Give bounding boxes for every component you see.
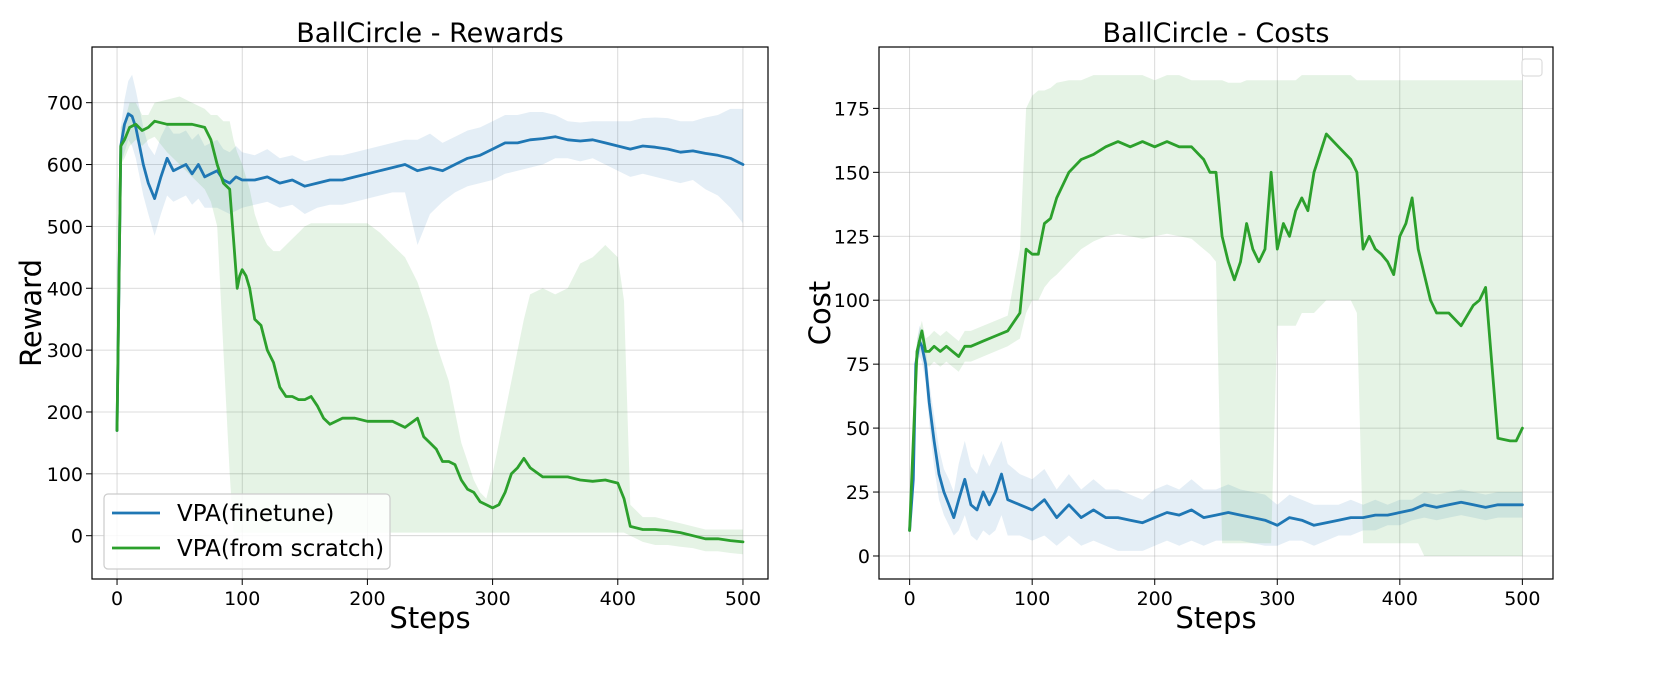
- costs-y-tick-label: 150: [834, 162, 870, 184]
- costs-x-ticks: 0 100 200 300 400 500: [904, 579, 1540, 610]
- rewards-y-tick-label: 100: [47, 464, 83, 486]
- rewards-x-tick-label: 100: [224, 588, 260, 610]
- rewards-x-tick-label: 0: [111, 588, 123, 610]
- rewards-y-tick-label: 600: [47, 155, 83, 177]
- costs-line-scratch: [908, 132, 1524, 532]
- costs-band-finetune: [909, 325, 1523, 551]
- costs-x-tick-label: 200: [1137, 588, 1173, 610]
- costs-y-tick-label: 25: [846, 482, 870, 504]
- costs-x-tick-label: 500: [1504, 588, 1540, 610]
- costs-y-tick-label: 50: [846, 418, 870, 440]
- costs-y-ticks: 0 25 50 75 100 125 150 175: [834, 98, 879, 568]
- costs-x-tick-label: 400: [1382, 588, 1418, 610]
- rewards-legend: VPA(finetune) VPA(from scratch): [103, 493, 391, 570]
- costs-x-axis-label: Steps: [1175, 601, 1256, 635]
- costs-y-tick-label: 125: [834, 226, 870, 248]
- costs-line-finetune: [908, 339, 1524, 532]
- rewards-lines: [115, 112, 745, 544]
- costs-chart: BallCircle - Costs 0 100 200 300 400 500 0 25 5…: [803, 18, 1554, 635]
- costs-empty-legend: [1521, 58, 1543, 77]
- costs-y-tick-label: 100: [834, 290, 870, 312]
- rewards-x-tick-label: 300: [474, 588, 510, 610]
- rewards-line-scratch: [115, 119, 745, 544]
- rewards-x-axis-label: Steps: [389, 601, 470, 635]
- rewards-chart: BallCircle - Rewards 0 100 200 300 400 500 0 1…: [14, 18, 769, 635]
- rewards-grid: [92, 47, 768, 579]
- costs-chart-title: BallCircle - Costs: [1103, 18, 1330, 49]
- costs-y-tick-label: 0: [858, 546, 870, 568]
- rewards-x-tick-label: 400: [600, 588, 636, 610]
- rewards-line-finetune: [115, 112, 745, 432]
- rewards-band-finetune: [117, 74, 743, 434]
- rewards-y-tick-label: 200: [47, 402, 83, 424]
- costs-y-tick-label: 75: [846, 354, 870, 376]
- rewards-x-tick-label: 500: [725, 588, 761, 610]
- costs-band-scratch: [909, 75, 1523, 556]
- costs-lines: [908, 132, 1524, 532]
- rewards-plot-frame: [91, 46, 769, 580]
- costs-bands: [909, 75, 1523, 556]
- rewards-y-tick-label: 300: [47, 340, 83, 362]
- rewards-x-ticks: 0 100 200 300 400 500: [111, 579, 761, 610]
- costs-x-tick-label: 300: [1259, 588, 1295, 610]
- legend-label-finetune: VPA(finetune): [177, 501, 334, 527]
- costs-plot-frame: [878, 46, 1554, 580]
- legend-box: [103, 493, 391, 570]
- rewards-y-axis-label: Reward: [14, 259, 48, 367]
- rewards-y-ticks: 0 100 200 300 400 500 600 700: [47, 93, 92, 548]
- rewards-bands: [117, 74, 743, 555]
- costs-x-tick-label: 100: [1014, 588, 1050, 610]
- costs-y-tick-label: 175: [834, 98, 870, 120]
- rewards-y-tick-label: 400: [47, 278, 83, 300]
- costs-y-axis-label: Cost: [803, 281, 837, 345]
- legend-label-scratch: VPA(from scratch): [177, 536, 384, 562]
- rewards-x-tick-label: 200: [349, 588, 385, 610]
- rewards-chart-title: BallCircle - Rewards: [296, 18, 563, 49]
- rewards-y-tick-label: 0: [71, 526, 83, 548]
- rewards-y-tick-label: 700: [47, 93, 83, 115]
- rewards-y-tick-label: 500: [47, 216, 83, 238]
- costs-x-tick-label: 0: [904, 588, 916, 610]
- rewards-band-scratch: [117, 96, 743, 555]
